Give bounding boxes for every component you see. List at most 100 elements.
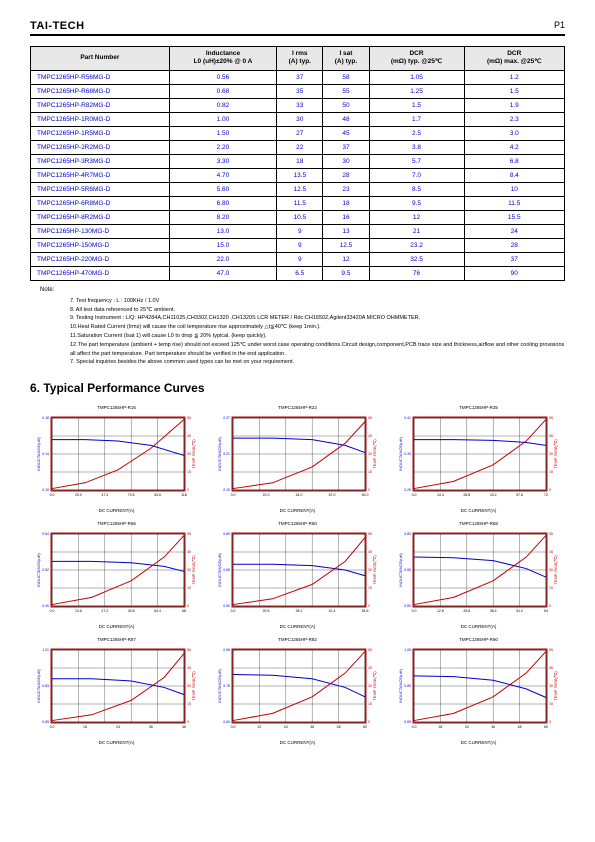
table-cell: 55 [323, 84, 369, 98]
table-header: Part Number [31, 47, 170, 71]
svg-text:45: 45 [549, 434, 553, 438]
svg-text:94.6: 94.6 [154, 493, 161, 497]
table-cell: 1.05 [369, 70, 464, 84]
note-item: 12.The part temperature (ambient + temp … [70, 341, 565, 359]
table-row: TMPC1265HP-3R3MG-D3.3018305.76.8 [31, 154, 565, 168]
table-cell: 3.0 [464, 126, 565, 140]
table-cell: 28 [464, 238, 565, 252]
svg-text:47.3: 47.3 [101, 493, 108, 497]
svg-text:TEMP. RISE(℃): TEMP. RISE(℃) [553, 671, 558, 701]
svg-text:0.0: 0.0 [412, 493, 417, 497]
table-cell: 11.5 [277, 196, 323, 210]
table-row: TMPC1265HP-6R8MG-D6.8011.5189.511.5 [31, 196, 565, 210]
svg-text:15: 15 [368, 702, 372, 706]
svg-text:24: 24 [116, 725, 120, 729]
svg-text:12.8: 12.8 [437, 609, 444, 613]
chart-xlabel: DC CURRENT(A) [280, 740, 316, 745]
svg-text:0.0: 0.0 [50, 493, 55, 497]
table-row: TMPC1265HP-1R5MG-D1.5027452.53.0 [31, 126, 565, 140]
svg-text:48: 48 [518, 725, 522, 729]
table-cell: 35 [277, 84, 323, 98]
table-cell: 1.5 [369, 98, 464, 112]
svg-text:0.50: 0.50 [223, 604, 230, 608]
note-item: 11.Saturation Current (Isat 1) will caus… [70, 332, 565, 341]
svg-text:24: 24 [465, 725, 469, 729]
table-header: DCR(mΩ) max. @25℃ [464, 47, 565, 71]
table-cell: 15.5 [464, 210, 565, 224]
svg-text:28.1: 28.1 [296, 609, 303, 613]
table-cell: 37 [323, 140, 369, 154]
chart-svg: 0.018243648600.650.851.05015304555INDUCT… [396, 644, 561, 739]
svg-text:54.6: 54.6 [362, 609, 369, 613]
svg-text:0.64: 0.64 [42, 532, 49, 536]
note-item: 10.Heat Rated Current (Irms) will cause … [70, 323, 565, 332]
svg-text:43.2: 43.2 [490, 493, 497, 497]
svg-text:INDUCTANCE(uH): INDUCTANCE(uH) [36, 669, 41, 703]
chart-xlabel: DC CURRENT(A) [99, 624, 135, 629]
section-title: 6. Typical Performance Curves [30, 381, 565, 395]
table-cell: 27 [277, 126, 323, 140]
table-row: TMPC1265HP-R82MG-D0.8233501.51.9 [31, 98, 565, 112]
table-cell: 13 [323, 224, 369, 238]
table-cell: 1.5 [464, 84, 565, 98]
svg-text:INDUCTANCE(uH): INDUCTANCE(uH) [217, 669, 222, 703]
svg-text:22.0: 22.0 [263, 493, 270, 497]
note-label: Note: [40, 287, 565, 293]
svg-text:36: 36 [310, 725, 314, 729]
svg-text:55: 55 [549, 648, 553, 652]
table-cell: TMPC1265HP-R82MG-D [31, 98, 170, 112]
table-cell: 0.56 [169, 70, 277, 84]
svg-text:15: 15 [368, 586, 372, 590]
table-cell: TMPC1265HP-8R2MG-D [31, 210, 170, 224]
svg-text:67.0: 67.0 [329, 493, 336, 497]
svg-text:0.65: 0.65 [223, 568, 230, 572]
svg-text:18: 18 [83, 725, 87, 729]
chart-title: TMPC1265HP-R87 [97, 637, 136, 642]
chart-xlabel: DC CURRENT(A) [280, 508, 316, 513]
table-cell: 1.2 [464, 70, 565, 84]
chart-xlabel: DC CURRENT(A) [461, 624, 497, 629]
svg-text:44.0: 44.0 [296, 493, 303, 497]
table-header: I rms(A) typ. [277, 47, 323, 71]
chart: TMPC1265HP-R150.025.047.370.594.61180.10… [30, 405, 203, 513]
table-cell: 15.0 [169, 238, 277, 252]
table-cell: 13.0 [169, 224, 277, 238]
chart-svg: 0.013.627.240.854.4680.400.520.640153045… [34, 528, 199, 623]
svg-text:TEMP. RISE(℃): TEMP. RISE(℃) [553, 439, 558, 469]
chart: TMPC1265HP-R560.013.627.240.854.4680.400… [30, 521, 203, 629]
svg-text:0.65: 0.65 [42, 720, 49, 724]
table-cell: 4.2 [464, 140, 565, 154]
svg-text:64: 64 [544, 609, 548, 613]
table-cell: 16 [323, 210, 369, 224]
note-item: 7. Test frequency : L : 100KHz / 1.0V [70, 297, 565, 306]
svg-text:0.0: 0.0 [231, 493, 236, 497]
svg-text:55: 55 [549, 416, 553, 420]
svg-text:60: 60 [544, 725, 548, 729]
table-cell: TMPC1265HP-3R3MG-D [31, 154, 170, 168]
table-cell: 6.5 [277, 266, 323, 280]
svg-text:55: 55 [187, 416, 191, 420]
table-cell: 2.5 [369, 126, 464, 140]
svg-text:72: 72 [544, 493, 548, 497]
svg-text:0.65: 0.65 [404, 568, 411, 572]
svg-text:INDUCTANCE(uH): INDUCTANCE(uH) [217, 553, 222, 587]
table-cell: 18 [277, 154, 323, 168]
svg-text:TEMP. RISE(℃): TEMP. RISE(℃) [553, 555, 558, 585]
svg-text:0: 0 [368, 604, 370, 608]
svg-text:TEMP. RISE(℃): TEMP. RISE(℃) [191, 671, 196, 701]
table-cell: 48 [323, 112, 369, 126]
svg-text:36: 36 [149, 725, 153, 729]
brand-name: TAI-TECH [30, 20, 85, 32]
chart-title: TMPC1265HP-R60 [278, 521, 317, 526]
svg-text:0: 0 [549, 488, 551, 492]
svg-text:0.0: 0.0 [412, 725, 417, 729]
svg-text:0.40: 0.40 [42, 604, 49, 608]
table-cell: 9 [277, 238, 323, 252]
svg-text:0.0: 0.0 [231, 725, 236, 729]
svg-text:0.52: 0.52 [42, 568, 49, 572]
chart-title: TMPC1265HP-R22 [278, 405, 317, 410]
svg-text:0.41: 0.41 [404, 416, 411, 420]
table-row: TMPC1265HP-470MG-D47.06.59.57690 [31, 266, 565, 280]
table-header: I sat(A) typ. [323, 47, 369, 71]
table-cell: TMPC1265HP-R68MG-D [31, 84, 170, 98]
